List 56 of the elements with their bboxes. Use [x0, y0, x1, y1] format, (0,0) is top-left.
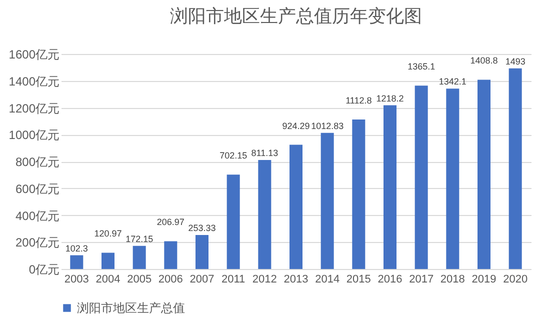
data-label: 1493	[505, 56, 526, 66]
bar	[258, 160, 272, 269]
bar	[446, 88, 460, 269]
y-tick-label: 200亿元	[15, 236, 60, 250]
y-tick-label: 800亿元	[15, 155, 60, 169]
y-tick-label: 0亿元	[28, 262, 60, 276]
data-label: 172.15	[126, 234, 154, 244]
y-tick-label: 400亿元	[15, 208, 60, 223]
x-tick-label: 2013	[284, 274, 308, 286]
data-label: 120.97	[94, 228, 122, 239]
data-label: 1408.8	[470, 56, 498, 66]
data-label: 253.33	[188, 222, 216, 233]
data-label: 1012.83	[311, 120, 344, 131]
bar	[320, 132, 334, 269]
y-tick-label: 1400亿元	[8, 74, 60, 88]
x-tick-label: 2006	[158, 274, 183, 286]
x-tick-label: 2018	[440, 274, 465, 286]
bar	[384, 105, 396, 269]
data-label: 924.29	[282, 120, 310, 131]
chart-title: 浏阳市地区生产总值历年变化图	[170, 6, 422, 26]
data-label: 206.97	[156, 217, 184, 228]
x-tick-label: 2003	[64, 274, 89, 286]
bar	[196, 234, 208, 269]
data-label: 1365.1	[408, 62, 436, 72]
x-tick-label: 2016	[378, 274, 402, 286]
data-label: 702.15	[220, 150, 248, 161]
y-tick-label: 1200亿元	[8, 101, 60, 116]
data-label: 1112.8	[346, 95, 372, 106]
x-tick-label: 2007	[190, 274, 214, 286]
bar	[102, 252, 114, 269]
bar	[290, 144, 302, 269]
x-tick-label: 2011	[222, 274, 246, 286]
x-tick-label: 2005	[127, 274, 152, 286]
y-tick-label: 1600亿元	[8, 48, 60, 62]
x-tick-label: 2019	[472, 274, 496, 286]
x-tick-label: 2020	[503, 274, 528, 286]
x-tick-label: 2004	[96, 274, 120, 286]
y-tick-label: 1000亿元	[8, 128, 60, 142]
x-tick-label: 2017	[409, 274, 434, 286]
data-label: 1342.1	[438, 76, 466, 87]
data-label: 811.13	[251, 148, 278, 158]
x-tick-label: 2014	[315, 274, 340, 286]
bar	[352, 119, 366, 269]
bar	[70, 255, 84, 269]
bar	[132, 246, 146, 269]
bar	[414, 86, 428, 269]
bar	[508, 68, 522, 269]
data-label: 1218.2	[376, 93, 404, 104]
legend-label: 浏阳市地区生产总值	[77, 301, 185, 315]
x-tick-label: 2012	[252, 274, 277, 286]
bar	[164, 241, 178, 269]
bar	[226, 174, 240, 269]
x-tick-label: 2015	[346, 274, 371, 286]
data-label: 102.3	[65, 243, 88, 254]
y-tick-label: 600亿元	[15, 182, 60, 196]
bar	[478, 80, 490, 269]
